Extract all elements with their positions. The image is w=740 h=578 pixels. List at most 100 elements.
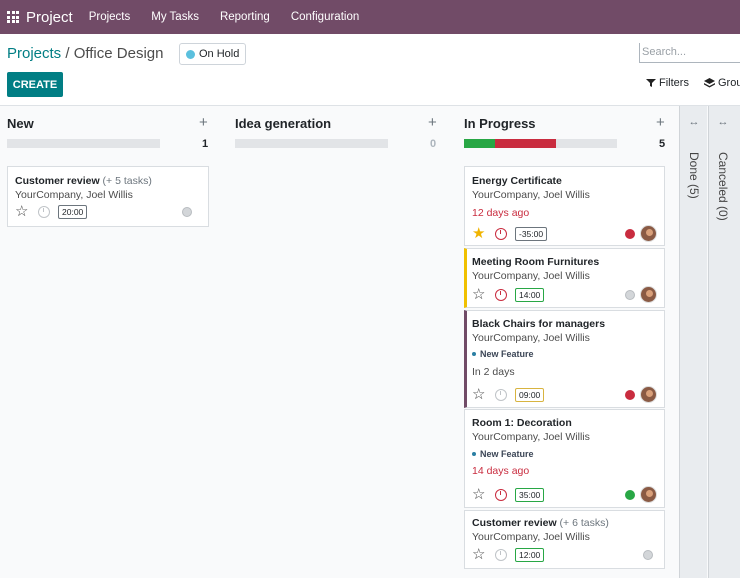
task-subtitle: YourCompany, Joel Willis bbox=[472, 189, 590, 201]
activity-clock-icon[interactable] bbox=[38, 206, 50, 218]
avatar[interactable] bbox=[640, 386, 657, 403]
time-badge: 35:00 bbox=[515, 487, 545, 502]
task-card[interactable]: Energy Certificate YourCompany, Joel Wil… bbox=[464, 166, 665, 246]
task-subtitle: YourCompany, Joel Willis bbox=[472, 531, 590, 543]
star-icon[interactable]: ☆ bbox=[472, 546, 486, 563]
task-subtitle: YourCompany, Joel Willis bbox=[472, 270, 590, 282]
activity-clock-icon[interactable] bbox=[495, 288, 507, 301]
task-deadline: In 2 days bbox=[472, 366, 515, 378]
avatar[interactable] bbox=[640, 286, 657, 303]
activity-clock-icon[interactable] bbox=[495, 388, 507, 401]
apps-menu-icon[interactable] bbox=[3, 0, 23, 34]
menu-my-tasks[interactable]: My Tasks bbox=[151, 11, 199, 23]
breadcrumb-projects[interactable]: Projects bbox=[7, 45, 62, 62]
task-footer: ☆ 35:00 bbox=[472, 486, 657, 503]
top-navbar: Project Projects My Tasks Reporting Conf… bbox=[0, 0, 740, 34]
star-icon[interactable]: ☆ bbox=[472, 385, 486, 403]
group-by-button[interactable]: Grou bbox=[704, 77, 740, 89]
kanban-state-icon[interactable] bbox=[182, 207, 192, 217]
add-task-in-progress-icon[interactable]: + bbox=[656, 114, 665, 131]
column-title-new: New bbox=[7, 116, 34, 131]
menu-reporting[interactable]: Reporting bbox=[219, 11, 270, 23]
task-footer: ☆ 12:00 bbox=[472, 546, 657, 563]
task-title: Black Chairs for managers bbox=[472, 318, 606, 330]
activity-clock-icon[interactable] bbox=[495, 549, 507, 561]
status-dot-icon bbox=[186, 49, 195, 59]
column-title-in-progress: In Progress bbox=[464, 116, 536, 131]
task-subtitle: YourCompany, Joel Willis bbox=[472, 431, 590, 443]
column-count-idea-generation: 0 bbox=[430, 138, 437, 150]
task-subtitle: YourCompany, Joel Willis bbox=[472, 332, 590, 344]
time-badge: 12:00 bbox=[515, 548, 545, 562]
folded-column-label: Canceled (0) bbox=[716, 152, 730, 221]
task-footer: ☆ 20:00 bbox=[15, 203, 201, 220]
star-icon[interactable]: ☆ bbox=[472, 485, 486, 503]
task-title: Customer review (+ 5 tasks) bbox=[15, 175, 152, 187]
breadcrumb-current: Office Design bbox=[73, 45, 164, 62]
kanban-state-icon[interactable] bbox=[625, 389, 635, 400]
activity-clock-icon[interactable] bbox=[495, 488, 507, 501]
folded-column-label: Done (5) bbox=[687, 152, 701, 199]
folded-column-canceled[interactable]: ↔ Canceled (0) bbox=[708, 106, 740, 578]
add-task-idea-icon[interactable]: + bbox=[428, 114, 437, 131]
tag-dot-icon bbox=[472, 452, 476, 456]
tag-dot-icon bbox=[472, 352, 476, 356]
menu-configuration[interactable]: Configuration bbox=[290, 11, 360, 23]
time-badge: -35:00 bbox=[515, 226, 548, 241]
task-footer: ☆ 14:00 bbox=[472, 286, 657, 303]
folded-column-done[interactable]: ↔ Done (5) bbox=[679, 106, 707, 578]
filter-icon bbox=[646, 79, 656, 87]
progress-bar-idea-generation bbox=[235, 139, 388, 148]
menu-projects[interactable]: Projects bbox=[88, 11, 131, 23]
progress-segment-blocked[interactable] bbox=[495, 139, 556, 148]
task-title: Energy Certificate bbox=[472, 175, 562, 187]
task-card[interactable]: Meeting Room Furnitures YourCompany, Joe… bbox=[464, 248, 665, 308]
time-badge: 20:00 bbox=[58, 205, 88, 219]
app-brand[interactable]: Project bbox=[26, 8, 73, 26]
project-status-button[interactable]: On Hold bbox=[179, 43, 247, 65]
progress-bar-in-progress[interactable] bbox=[464, 139, 617, 148]
layers-icon bbox=[704, 78, 715, 88]
add-task-new-icon[interactable]: + bbox=[199, 114, 208, 131]
progress-bar-new bbox=[7, 139, 160, 148]
status-label: On Hold bbox=[199, 48, 240, 60]
create-button[interactable]: CREATE bbox=[7, 72, 63, 97]
star-icon[interactable]: ☆ bbox=[15, 203, 29, 220]
task-deadline: 14 days ago bbox=[472, 465, 530, 477]
progress-segment-done[interactable] bbox=[464, 139, 495, 148]
task-tag: New Feature bbox=[472, 449, 534, 459]
task-tag: New Feature bbox=[472, 349, 534, 359]
task-card[interactable]: Customer review (+ 5 tasks) YourCompany,… bbox=[7, 166, 209, 227]
task-footer: ☆ 09:00 bbox=[472, 386, 657, 403]
breadcrumb-separator: / bbox=[61, 45, 74, 62]
filters-button[interactable]: Filters bbox=[646, 77, 689, 89]
task-title: Customer review (+ 6 tasks) bbox=[472, 517, 609, 529]
task-card[interactable]: Black Chairs for managers YourCompany, J… bbox=[464, 310, 665, 408]
kanban-state-icon[interactable] bbox=[643, 550, 653, 560]
control-panel: Projects / Office Design On Hold Search.… bbox=[0, 34, 740, 106]
group-by-label: Grou bbox=[718, 77, 740, 89]
expand-arrows-icon[interactable]: ↔ bbox=[717, 116, 729, 128]
task-card[interactable]: Room 1: Decoration YourCompany, Joel Wil… bbox=[464, 409, 665, 508]
star-icon[interactable]: ☆ bbox=[472, 285, 486, 303]
breadcrumb: Projects / Office Design bbox=[7, 45, 163, 62]
time-badge: 14:00 bbox=[515, 287, 545, 302]
kanban-state-icon[interactable] bbox=[625, 228, 635, 239]
star-filled-icon[interactable]: ★ bbox=[472, 224, 486, 242]
kanban-state-icon[interactable] bbox=[625, 489, 635, 500]
search-input[interactable]: Search... bbox=[639, 43, 740, 63]
activity-clock-icon[interactable] bbox=[495, 227, 507, 240]
kanban-state-icon[interactable] bbox=[625, 289, 635, 300]
column-count-new: 1 bbox=[202, 138, 209, 150]
column-count-in-progress: 5 bbox=[659, 138, 666, 150]
task-deadline: 12 days ago bbox=[472, 207, 530, 219]
task-title: Meeting Room Furnitures bbox=[472, 256, 600, 268]
time-badge: 09:00 bbox=[515, 387, 545, 402]
expand-arrows-icon[interactable]: ↔ bbox=[688, 116, 700, 128]
avatar[interactable] bbox=[640, 486, 657, 503]
task-card[interactable]: Customer review (+ 6 tasks) YourCompany,… bbox=[464, 510, 665, 569]
task-subtitle: YourCompany, Joel Willis bbox=[15, 189, 133, 201]
column-title-idea-generation: Idea generation bbox=[235, 116, 332, 131]
task-title: Room 1: Decoration bbox=[472, 417, 572, 429]
avatar[interactable] bbox=[640, 225, 657, 242]
